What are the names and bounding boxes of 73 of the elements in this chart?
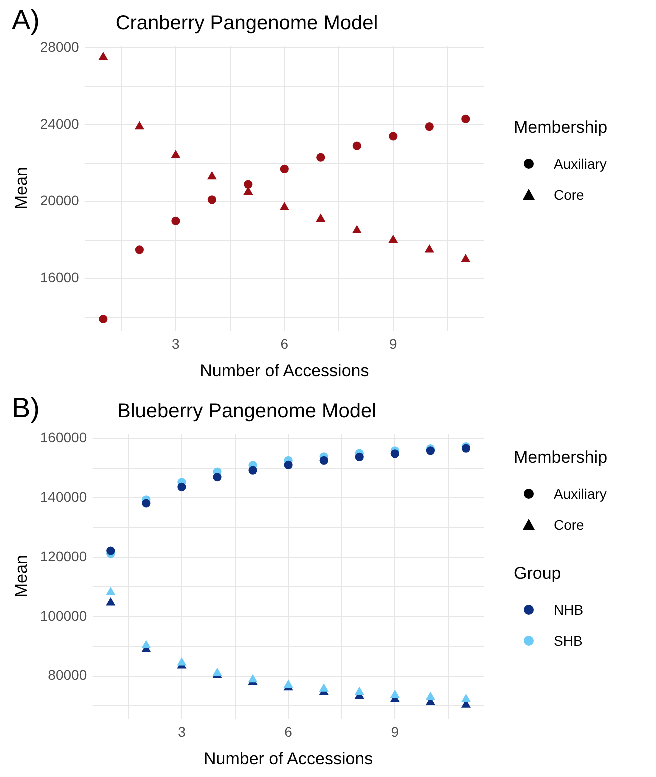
y-tick-label: 160000 xyxy=(40,430,88,446)
point xyxy=(134,121,144,130)
point xyxy=(320,456,328,466)
point xyxy=(244,180,253,189)
y-tick-label: 24000 xyxy=(40,116,80,132)
y-tick-label: 140000 xyxy=(40,489,88,506)
x-tick-label: 3 xyxy=(172,336,180,352)
text: B) xyxy=(12,392,40,424)
x-tick-label: 6 xyxy=(284,724,293,740)
point xyxy=(425,122,434,132)
point xyxy=(355,452,364,462)
x-tick-label: 9 xyxy=(391,724,400,740)
point xyxy=(106,546,116,556)
x-axis-title: Number of Accessions xyxy=(200,361,370,380)
point xyxy=(280,164,289,174)
text: Auxiliary xyxy=(554,486,607,502)
point xyxy=(171,150,181,158)
text: Membership xyxy=(514,448,608,467)
point xyxy=(352,225,362,234)
point xyxy=(390,690,400,698)
point xyxy=(316,214,326,222)
text: Core xyxy=(554,516,584,532)
point xyxy=(390,450,400,458)
x-tick-label: 3 xyxy=(178,724,186,740)
point xyxy=(135,246,144,254)
text: Group xyxy=(514,564,562,583)
point xyxy=(461,254,471,262)
y-axis-title: Mean xyxy=(12,167,31,210)
point xyxy=(319,684,329,692)
y-tick-label: 80000 xyxy=(48,667,88,684)
point xyxy=(280,202,290,210)
legend-title: Membership xyxy=(514,118,608,138)
point xyxy=(424,244,434,253)
point xyxy=(462,114,470,124)
y-tick-label: 16000 xyxy=(40,270,80,286)
legend-label: SHB xyxy=(554,632,583,648)
point xyxy=(213,473,222,482)
point xyxy=(106,587,116,596)
y-tick-label: 100000 xyxy=(40,608,88,624)
point xyxy=(177,657,187,666)
chart-title: Blueberry Pangenome Model xyxy=(117,400,377,423)
point xyxy=(248,674,258,683)
text: Core xyxy=(554,186,584,202)
point xyxy=(207,171,217,180)
point xyxy=(99,314,108,324)
point xyxy=(461,694,471,702)
point xyxy=(178,482,186,492)
legend-label: NHB xyxy=(554,602,584,618)
point xyxy=(284,680,294,688)
point xyxy=(208,196,216,204)
point xyxy=(284,460,293,470)
y-axis-title: Mean xyxy=(12,555,31,598)
y-tick-label: 28000 xyxy=(40,38,80,55)
point xyxy=(98,52,108,60)
point xyxy=(388,234,398,244)
text: A) xyxy=(12,4,40,36)
point xyxy=(142,640,152,648)
point xyxy=(316,153,326,162)
point xyxy=(354,686,364,696)
point xyxy=(352,142,362,150)
x-tick-label: 6 xyxy=(280,336,289,352)
x-axis-title: Number of Accessions xyxy=(204,749,374,768)
point xyxy=(426,692,436,700)
point xyxy=(172,216,180,226)
point xyxy=(389,132,398,141)
text: Auxiliary xyxy=(554,156,607,172)
point xyxy=(248,466,258,475)
y-tick-label: 20000 xyxy=(40,192,80,209)
chart-title: Cranberry Pangenome Model xyxy=(116,12,378,35)
point xyxy=(106,597,116,606)
y-tick-label: 120000 xyxy=(40,548,88,564)
x-tick-label: 9 xyxy=(389,336,398,352)
point xyxy=(142,499,151,508)
